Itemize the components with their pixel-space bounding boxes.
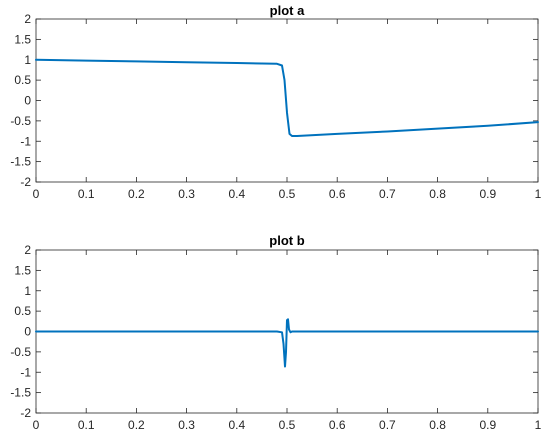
plot-a-y-tick-label: 1.5 bbox=[14, 32, 31, 46]
plot-b-x-tick-label: 0.4 bbox=[228, 418, 245, 432]
plot-a-y-tick-label: -2 bbox=[20, 175, 31, 189]
plot-b-y-tick-label: 1 bbox=[24, 284, 31, 298]
plot-a-x-ticks: 0 0.1 0.2 0.3 0.4 0.5 0.6 0.7 0.8 0.9 1 bbox=[33, 19, 542, 201]
plot-a-x-tick-label: 1 bbox=[535, 187, 542, 201]
plot-a-x-tick-label: 0 bbox=[33, 187, 40, 201]
plot-b-y-tick-label: 2 bbox=[24, 243, 31, 257]
plot-b-x-ticks: 0 0.1 0.2 0.3 0.4 0.5 0.6 0.7 0.8 0.9 1 bbox=[33, 250, 542, 432]
plot-a-y-tick-label: 0.5 bbox=[14, 73, 31, 87]
plot-a-x-tick-label: 0.5 bbox=[279, 187, 296, 201]
plot-b-y-tick-label: -1 bbox=[20, 365, 31, 379]
plot-b-x-tick-label: 0.6 bbox=[329, 418, 346, 432]
plot-a-y-tick-label: -1 bbox=[20, 134, 31, 148]
plot-a-x-tick-label: 0.3 bbox=[178, 187, 195, 201]
plot-a-y-tick-label: -0.5 bbox=[10, 114, 31, 128]
plot-b: plot b 0 0.1 0.2 0.3 0.4 0.5 0.6 0.7 0.8 0.9 1 -2-… bbox=[10, 233, 541, 432]
plot-b-x-tick-label: 0.2 bbox=[128, 418, 145, 432]
plot-b-x-tick-label: 0.9 bbox=[479, 418, 496, 432]
plot-a-x-tick-label: 0.2 bbox=[128, 187, 145, 201]
plot-b-y-tick-label: 0 bbox=[24, 325, 31, 339]
plot-b-y-tick-label: -0.5 bbox=[10, 345, 31, 359]
plot-b-series-line bbox=[35, 318, 539, 368]
plot-b-y-tick-label: -2 bbox=[20, 406, 31, 420]
plot-b-y-tick-label: -1.5 bbox=[10, 386, 31, 400]
plot-a-y-tick-label: -1.5 bbox=[10, 155, 31, 169]
plot-b-x-tick-label: 1 bbox=[535, 418, 542, 432]
plot-a: plot a 0 0.1 0.2 0.3 0.4 0.5 0.6 0.7 0.8 0.9 1 -2-… bbox=[10, 3, 541, 201]
plot-b-x-tick-label: 0.8 bbox=[429, 418, 446, 432]
plot-a-y-tick-label: 1 bbox=[24, 53, 31, 67]
plot-b-x-tick-label: 0.3 bbox=[178, 418, 195, 432]
plot-b-y-tick-label: 0.5 bbox=[14, 304, 31, 318]
plot-a-x-tick-label: 0.7 bbox=[379, 187, 396, 201]
plot-a-x-tick-label: 0.1 bbox=[78, 187, 95, 201]
plot-b-x-tick-label: 0 bbox=[33, 418, 40, 432]
plot-a-x-tick-label: 0.6 bbox=[329, 187, 346, 201]
plot-b-x-tick-label: 0.5 bbox=[279, 418, 296, 432]
plot-a-x-tick-label: 0.8 bbox=[429, 187, 446, 201]
plot-b-x-tick-label: 0.7 bbox=[379, 418, 396, 432]
plot-a-x-tick-label: 0.9 bbox=[479, 187, 496, 201]
plot-a-y-tick-label: 2 bbox=[24, 12, 31, 26]
plot-a-series-line bbox=[35, 58, 539, 137]
plot-a-x-tick-label: 0.4 bbox=[228, 187, 245, 201]
plot-b-title: plot b bbox=[269, 233, 304, 248]
plot-a-y-tick-label: 0 bbox=[24, 94, 31, 108]
plot-a-title: plot a bbox=[270, 3, 305, 18]
plot-b-y-ticks: -2 -1.5 -1 -0.5 0 0.5 1 1.5 2 bbox=[10, 243, 538, 420]
plot-a-y-ticks: -2 -1.5 -1 -0.5 0 0.5 1 1.5 2 bbox=[10, 12, 538, 189]
plot-b-x-tick-label: 0.1 bbox=[78, 418, 95, 432]
plot-b-y-tick-label: 1.5 bbox=[14, 263, 31, 277]
